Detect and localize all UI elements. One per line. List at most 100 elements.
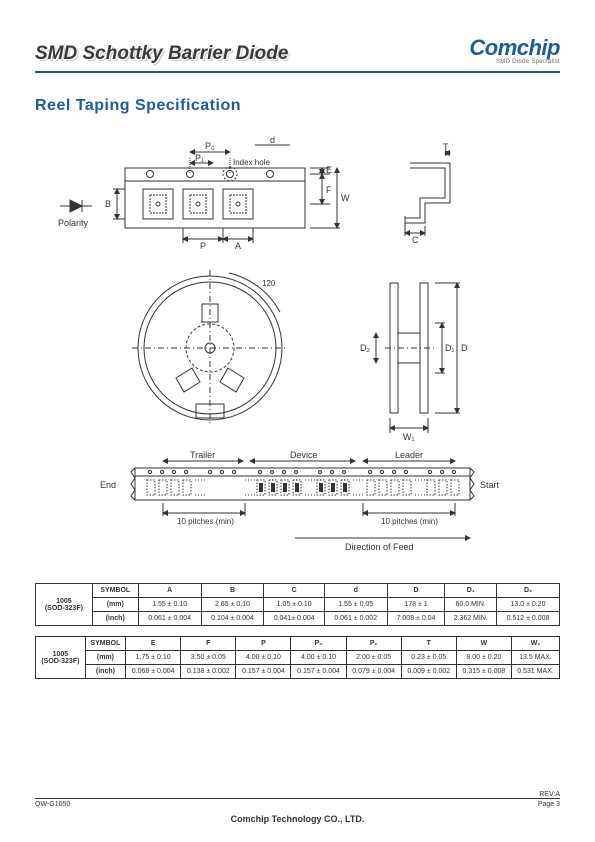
col-header: P₀: [291, 637, 346, 651]
col-header: SYMBOL: [85, 637, 125, 651]
label-T: T: [443, 142, 449, 152]
label-F: F: [326, 185, 332, 195]
col-header: P₁: [346, 637, 401, 651]
col-header: SYMBOL: [92, 584, 138, 598]
col-header: W: [456, 637, 511, 651]
page-title: SMD Schottky Barrier Diode: [35, 43, 288, 65]
col-header: E: [126, 637, 181, 651]
label-P0: P₀: [205, 141, 215, 151]
section-title: Reel Taping Specification: [35, 97, 560, 115]
cell: 13.5 MAX.: [511, 651, 559, 665]
col-header: D₁: [445, 584, 497, 598]
cell: 1.55 ± 0.05: [324, 598, 387, 612]
col-header: W₁: [511, 637, 559, 651]
table-row: (mm) 1.75 ± 0.10 3.50 ± 0.05 4.00 ± 0.10…: [36, 651, 560, 665]
col-header: D: [387, 584, 445, 598]
label-D2: D₂: [360, 343, 370, 353]
label-direction: Direction of Feed: [345, 542, 414, 552]
col-header: F: [181, 637, 236, 651]
page-header: SMD Schottky Barrier Diode Comchip SMD D…: [35, 35, 560, 73]
cell: 178 ± 1: [387, 598, 445, 612]
cell: 0.104 ± 0.004: [201, 612, 264, 626]
col-header: d: [324, 584, 387, 598]
label-d: d: [270, 135, 275, 145]
row-label: (inch): [92, 612, 138, 626]
label-P1: P₁: [195, 153, 204, 163]
spec-table-2: 1005 (SOD-323F) SYMBOL E F P P₀ P₁ T W W…: [35, 636, 560, 679]
cell: 0.009 ± 0.002: [401, 665, 456, 679]
table-row: (inch) 0.061 ± 0.004 0.104 ± 0.004 0.041…: [36, 612, 560, 626]
page-footer: REV:A QW-G1050 Page 3 Comchip Technology…: [35, 791, 560, 824]
cell: 4.00 ± 0.10: [236, 651, 291, 665]
cell: 1.55 ± 0.10: [138, 598, 201, 612]
label-W1: W₁: [403, 432, 415, 442]
cell: 60.0 MIN.: [445, 598, 497, 612]
label-trailer: Trailer: [190, 450, 215, 460]
pkg-cell: 1005 (SOD-323F): [36, 637, 86, 679]
logo: Comchip SMD Diode Specialist: [469, 35, 560, 65]
pkg-line1: 1005: [53, 651, 69, 658]
cell: 0.512 ± 0.008: [497, 612, 560, 626]
footer-company: Comchip Technology CO., LTD.: [35, 814, 560, 824]
footer-line: QW-G1050 Page 3: [35, 798, 560, 808]
label-index-hole: Index hole: [233, 158, 270, 167]
cell: 0.061 ± 0.002: [324, 612, 387, 626]
cell: 7.008 ± 0.04: [387, 612, 445, 626]
col-header: B: [201, 584, 264, 598]
table-row: (mm) 1.55 ± 0.10 2.65 ± 0.10 1.05 ± 0.10…: [36, 598, 560, 612]
pkg-cell: 1005 (SOD-323F): [36, 584, 93, 626]
col-header: P: [236, 637, 291, 651]
label-device: Device: [290, 450, 318, 460]
cell: 0.079 ± 0.004: [346, 665, 401, 679]
col-header: T: [401, 637, 456, 651]
col-header: C: [264, 584, 324, 598]
footer-doc: QW-G1050: [35, 801, 70, 808]
col-header: A: [138, 584, 201, 598]
pkg-line2: (SOD-323F): [41, 658, 79, 665]
cell: 0.23 ± 0.05: [401, 651, 456, 665]
cell: 4.00 ± 0.10: [291, 651, 346, 665]
label-C: C: [412, 235, 419, 245]
cell: 1.05 ± 0.10: [264, 598, 324, 612]
label-D: D: [461, 343, 468, 353]
diagrams-svg: P₀ P₁ d Index hole E F W B: [35, 133, 560, 573]
footer-rev: REV:A: [35, 791, 560, 798]
label-end: End: [100, 480, 116, 490]
cell: 0.531 MAX.: [511, 665, 559, 679]
row-label: (mm): [92, 598, 138, 612]
spec-table-1: 1005 (SOD-323F) SYMBOL A B C d D D₁ D₂ (…: [35, 583, 560, 626]
cell: 0.157 ± 0.004: [291, 665, 346, 679]
label-P: P: [200, 241, 206, 251]
label-pitches-1: 10 pitches (min): [177, 517, 234, 526]
label-B: B: [105, 199, 111, 209]
row-label: (inch): [85, 665, 125, 679]
cell: 1.75 ± 0.10: [126, 651, 181, 665]
table-row: 1005 (SOD-323F) SYMBOL E F P P₀ P₁ T W W…: [36, 637, 560, 651]
cell: 0.138 ± 0.002: [181, 665, 236, 679]
label-A: A: [235, 241, 241, 251]
label-pitches-2: 10 pitches (min): [381, 517, 438, 526]
cell: 0.157 ± 0.004: [236, 665, 291, 679]
cell: 0.315 ± 0.008: [456, 665, 511, 679]
label-120: 120: [262, 279, 276, 288]
cell: 2.00 ± 0.05: [346, 651, 401, 665]
footer-page: Page 3: [538, 801, 560, 808]
cell: 0.061 ± 0.004: [138, 612, 201, 626]
row-label: (mm): [85, 651, 125, 665]
label-start: Start: [480, 480, 500, 490]
table-row: (inch) 0.068 ± 0.004 0.138 ± 0.002 0.157…: [36, 665, 560, 679]
cell: 0.068 ± 0.004: [126, 665, 181, 679]
cell: 13.0 ± 0.20: [497, 598, 560, 612]
label-W: W: [341, 193, 350, 203]
label-D1: D₁: [445, 343, 455, 353]
cell: 0.041± 0.004: [264, 612, 324, 626]
col-header: D₂: [497, 584, 560, 598]
label-polarity: Polarity: [58, 218, 89, 228]
cell: 8.00 ± 0.20: [456, 651, 511, 665]
cell: 3.50 ± 0.05: [181, 651, 236, 665]
label-leader: Leader: [395, 450, 423, 460]
diagrams-area: P₀ P₁ d Index hole E F W B: [35, 133, 560, 573]
label-E: E: [326, 165, 332, 175]
pkg-line1: 1005: [56, 598, 72, 605]
table-row: 1005 (SOD-323F) SYMBOL A B C d D D₁ D₂: [36, 584, 560, 598]
